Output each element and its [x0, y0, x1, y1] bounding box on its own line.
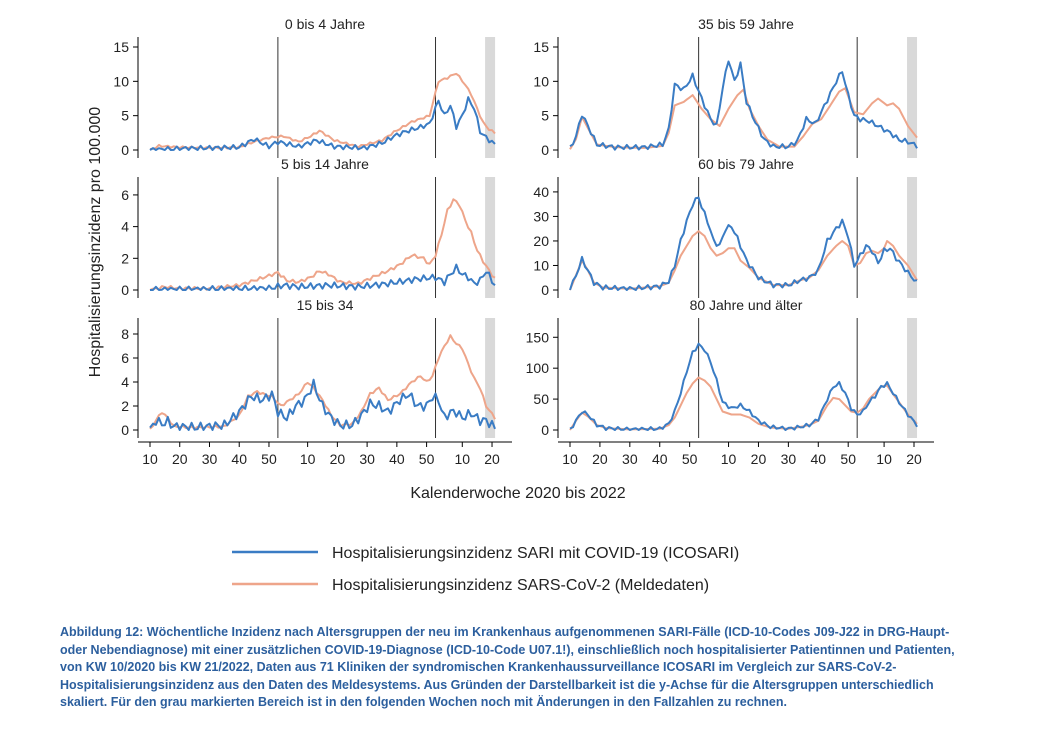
shaded-region [485, 318, 496, 438]
y-tick-label: 30 [533, 208, 549, 224]
y-tick-label: 0 [541, 142, 549, 158]
y-tick-label: 5 [121, 108, 129, 124]
x-tick-label: 50 [840, 451, 856, 467]
x-tick-label: 40 [810, 451, 826, 467]
panel-title: 0 bis 4 Jahre [285, 16, 365, 32]
x-tick-label: 10 [876, 451, 892, 467]
x-tick-label: 30 [202, 451, 218, 467]
series-line-icosari [149, 96, 496, 151]
x-tick-label: 50 [261, 451, 277, 467]
panel-2: 5 bis 14 Jahre 0 2 4 6 [121, 156, 496, 298]
y-tick-label: 6 [121, 350, 129, 366]
panel-title: 15 bis 34 [297, 297, 354, 313]
series-line-icosari [149, 378, 496, 431]
panel-title: 60 bis 79 Jahre [698, 156, 794, 172]
x-tick-label: 30 [359, 451, 375, 467]
x-tick-label: 30 [622, 451, 638, 467]
x-tick-label: 30 [781, 451, 797, 467]
y-tick-label: 15 [113, 39, 129, 55]
panel-0: 0 bis 4 Jahre 0 5 10 15 [113, 16, 496, 158]
y-tick-label: 10 [533, 73, 549, 89]
legend-label-icosari: Hospitalisierungsinzidenz SARI mit COVID… [332, 545, 739, 562]
panel-5: 80 Jahre und älter 0 50 100 150 10 20 30 40 50 10 2… [526, 297, 934, 467]
y-tick-label: 10 [113, 73, 129, 89]
y-tick-label: 0 [121, 142, 129, 158]
x-tick-label: 20 [330, 451, 346, 467]
panel-4: 15 bis 34 0 2 4 6 8 10 20 30 40 50 10 20 30 40 50 10 20 [121, 297, 512, 467]
shaded-region [907, 37, 918, 158]
y-tick-label: 4 [121, 219, 129, 235]
x-tick-label: 20 [592, 451, 608, 467]
y-tick-label: 0 [121, 282, 129, 298]
panel-title: 80 Jahre und älter [690, 297, 803, 313]
x-tick-label: 50 [419, 451, 435, 467]
series-line-icosari [569, 342, 918, 431]
series-line-meldedaten [149, 198, 496, 291]
x-tick-label: 10 [562, 451, 578, 467]
y-tick-label: 8 [121, 326, 129, 342]
legend-label-meldedaten: Hospitalisierungsinzidenz SARS-CoV-2 (Me… [332, 577, 709, 594]
series-line-icosari [569, 196, 918, 291]
y-tick-label: 40 [533, 184, 549, 200]
x-tick-label: 40 [231, 451, 247, 467]
series-line-icosari [569, 60, 918, 151]
legend: Hospitalisierungsinzidenz SARI mit COVID… [232, 545, 739, 594]
figure-caption: Abbildung 12: Wöchentliche Inzidenz nach… [60, 625, 955, 710]
panel-3: 60 bis 79 Jahre 0 10 20 30 40 [533, 156, 918, 298]
y-tick-label: 150 [526, 329, 550, 345]
y-tick-label: 5 [541, 108, 549, 124]
y-tick-label: 4 [121, 374, 129, 390]
y-tick-label: 20 [533, 233, 549, 249]
x-tick-label: 20 [172, 451, 188, 467]
shaded-region [485, 177, 496, 298]
series-line-icosari [150, 263, 496, 291]
y-tick-label: 50 [533, 391, 549, 407]
shaded-region [907, 318, 918, 438]
y-tick-label: 0 [541, 282, 549, 298]
x-tick-label: 40 [652, 451, 668, 467]
x-tick-label: 10 [142, 451, 158, 467]
y-tick-label: 2 [121, 398, 129, 414]
x-tick-label: 20 [751, 451, 767, 467]
y-axis-title: Hospitalisierungsinzidenz pro 100.000 [87, 107, 104, 377]
y-tick-label: 10 [533, 257, 549, 273]
y-tick-label: 0 [121, 422, 129, 438]
panel-title: 35 bis 59 Jahre [698, 16, 794, 32]
y-tick-label: 0 [541, 422, 549, 438]
series-line-meldedaten [569, 230, 918, 291]
series-line-meldedaten [149, 334, 496, 430]
x-tick-label: 20 [906, 451, 922, 467]
x-tick-label: 20 [484, 451, 500, 467]
y-tick-label: 100 [526, 360, 550, 376]
figure-chart: Hospitalisierungsinzidenz pro 100.000 Ka… [87, 16, 934, 594]
x-axis-title: Kalenderwoche 2020 bis 2022 [410, 485, 625, 502]
y-tick-label: 15 [533, 39, 549, 55]
x-tick-label: 10 [721, 451, 737, 467]
x-tick-label: 10 [300, 451, 316, 467]
y-tick-label: 2 [121, 250, 129, 266]
x-tick-label: 50 [682, 451, 698, 467]
series-line-meldedaten [569, 376, 918, 431]
panel-title: 5 bis 14 Jahre [281, 156, 369, 172]
x-tick-label: 40 [389, 451, 405, 467]
x-tick-label: 10 [454, 451, 470, 467]
shaded-region [907, 177, 918, 298]
panel-1: 35 bis 59 Jahre 0 5 10 15 [533, 16, 918, 158]
y-tick-label: 6 [121, 187, 129, 203]
shaded-region [485, 37, 496, 158]
